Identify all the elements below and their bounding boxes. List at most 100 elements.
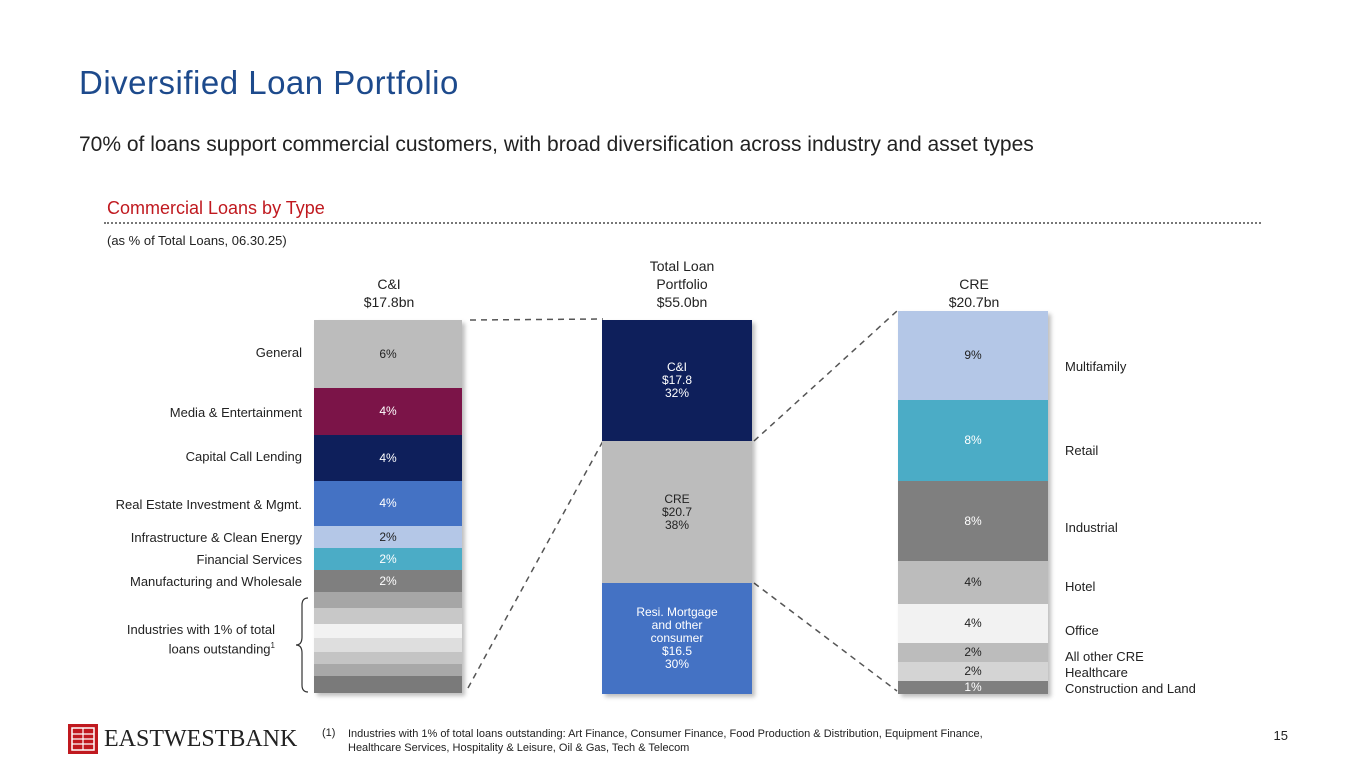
cre-column-header: CRE $20.7bn [894,275,1054,311]
total-header-amount: $55.0bn [656,294,708,310]
cre-label-all-other: All other CRE [1065,649,1144,664]
cre-segment-office: 4% [898,604,1048,643]
ci-small-industry-band [314,652,462,664]
ci-label-realestate: Real Estate Investment & Mgmt. [115,497,302,512]
cre-label-industrial: Industrial [1065,520,1118,535]
ci-segment-general: 6% [314,320,462,388]
cre-label-healthcare: Healthcare [1065,665,1128,680]
footnote-text: Industries with 1% of total loans outsta… [348,728,983,754]
total-resi-name-2: and other [651,618,703,632]
cre-segment-industrial: 8% [898,481,1048,561]
ci-label-small-industries: Industries with 1% of total loans outsta… [0,622,275,657]
ci-label-media: Media & Entertainment [169,405,302,420]
ci-label-capital: Capital Call Lending [185,449,302,464]
total-segment-resi: Resi. Mortgage and other consumer $16.5 … [602,583,752,694]
page-subtitle: 70% of loans support commercial customer… [79,133,1034,156]
cre-segment-all-other: 2% [898,643,1048,662]
cre-industrial-pct: 8% [964,513,982,528]
ci-segment-real-estate: 4% [314,481,462,526]
logo-wordmark: EASTWESTBANK [104,725,298,752]
cre-header-name: CRE [959,276,989,292]
cre-healthcare-pct: 2% [964,664,982,678]
ci-header-amount: $17.8bn [363,294,415,310]
total-segment-ci: C&I $17.8 32% [602,320,752,441]
cre-segment-healthcare: 2% [898,662,1048,681]
cre-segment-multifamily: 9% [898,311,1048,400]
page-number: 15 [1273,728,1288,743]
brace-icon [295,597,309,693]
page-title: Diversified Loan Portfolio [79,64,459,101]
ci-small-industry-band [314,638,462,652]
total-cre-name: CRE [664,491,690,506]
ci-media-pct: 4% [379,404,397,418]
ci-small-industry-band [314,592,462,608]
total-resi-name-3: consumer [650,631,704,645]
ci-segment-media: 4% [314,388,462,435]
total-cre-pct: 38% [664,517,690,532]
total-segment-cre: CRE $20.7 38% [602,441,752,583]
cre-label-retail: Retail [1065,443,1099,458]
ci-segment-capital-call: 4% [314,435,462,481]
cre-label-office: Office [1065,623,1099,638]
ci-column-header: C&I $17.8bn [309,275,469,311]
ci-small-industry-band [314,676,462,693]
cre-multifamily-pct: 9% [964,348,982,362]
cre-label-hotel: Hotel [1065,579,1096,594]
cre-header-amount: $20.7bn [948,294,1000,310]
cre-hotel-pct: 4% [964,575,982,589]
total-resi-name-1: Resi. Mortgage [636,605,718,619]
bank-logo-icon [68,724,98,754]
total-resi-amount: $16.5 [661,644,693,658]
cre-segment-hotel: 4% [898,561,1048,604]
total-ci-name: C&I [666,360,687,374]
ci-segment-financial: 2% [314,548,462,570]
ci-manufacturing-pct: 2% [379,573,397,588]
ci-small-industry-band [314,624,462,638]
ci-label-general: General [255,345,302,360]
cre-stacked-bar: 9% 8% 8% 4% 4% 2% 2% 1% [898,311,1048,694]
section-divider [104,222,1261,224]
section-title: Commercial Loans by Type [107,198,325,218]
footnote-number: (1) [322,727,336,739]
cre-segment-construction: 1% [898,681,1048,694]
total-header-line2: Portfolio [656,276,708,292]
cre-label-multifamily: Multifamily [1065,359,1127,374]
ci-infra-pct: 2% [379,529,397,544]
cre-construction-pct: 1% [964,680,982,694]
total-ci-pct: 32% [664,386,690,400]
ci-header-name: C&I [377,276,401,292]
cre-segment-retail: 8% [898,400,1048,481]
connector-ci-bottom [467,440,604,689]
ci-label-manufacturing: Manufacturing and Wholesale [130,574,302,589]
ci-small-label-line1: Industries with 1% of total [126,622,275,637]
as-of-note: (as % of Total Loans, 06.30.25) [107,233,287,248]
ci-label-financial: Financial Services [196,552,303,567]
ci-financial-pct: 2% [379,551,397,566]
connector-cre-bottom [753,582,898,692]
ci-segment-manufacturing: 2% [314,570,462,592]
ci-capital-pct: 4% [379,450,397,465]
total-cre-amount: $20.7 [661,504,693,519]
cre-office-pct: 4% [964,616,982,630]
total-header-line1: Total Loan [649,258,715,274]
ci-stacked-bar: 6% 4% 4% 4% 2% 2% 2% [314,320,462,693]
connector-ci-top [469,318,604,321]
ci-small-label-line2: loans outstanding [168,641,271,657]
total-column-header: Total Loan Portfolio $55.0bn [602,257,762,311]
cre-allother-pct: 2% [964,645,982,659]
connector-cre-top [753,310,898,442]
east-west-bank-logo: EASTWESTBANK [68,724,297,754]
cre-label-construction: Construction and Land [1065,681,1196,696]
footnote-marker: 1 [270,641,275,650]
ci-small-industry-band [314,608,462,624]
ci-label-infra: Infrastructure & Clean Energy [130,530,302,545]
total-resi-pct: 30% [664,657,690,671]
total-ci-amount: $17.8 [661,373,693,387]
ci-realestate-pct: 4% [379,496,397,510]
cre-retail-pct: 8% [964,433,982,447]
ci-segment-infrastructure: 2% [314,526,462,548]
total-stacked-bar: C&I $17.8 32% CRE $20.7 38% Resi. Mortga… [602,320,752,694]
ci-general-pct: 6% [379,346,397,361]
ci-small-industry-band [314,664,462,676]
